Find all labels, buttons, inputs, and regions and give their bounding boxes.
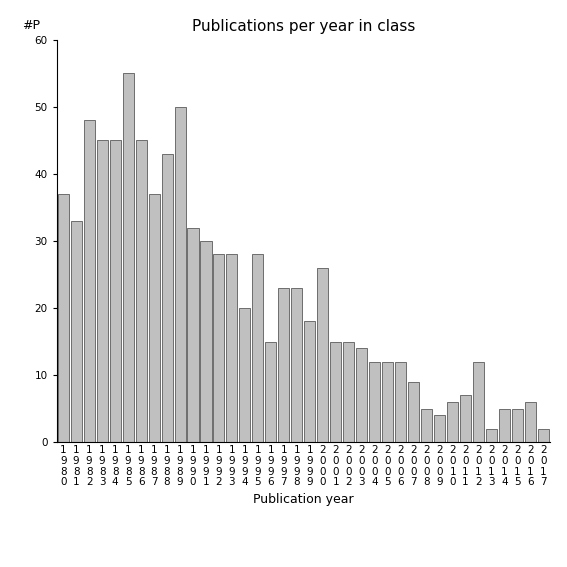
Bar (434, 416, 445, 442)
Bar (304, 321, 315, 442)
Bar (58, 194, 69, 442)
Bar (162, 154, 172, 442)
Bar (343, 341, 354, 442)
Text: #P: #P (22, 19, 40, 32)
Bar (473, 362, 484, 442)
Bar (538, 429, 549, 442)
Bar (318, 268, 328, 442)
Bar (71, 221, 82, 442)
Bar (291, 288, 302, 442)
Bar (136, 141, 147, 442)
Bar (447, 402, 458, 442)
Bar (460, 395, 471, 442)
Bar (201, 241, 211, 442)
Bar (175, 107, 185, 442)
Bar (84, 120, 95, 442)
Bar (525, 402, 536, 442)
Bar (96, 141, 108, 442)
Bar (149, 194, 159, 442)
Bar (226, 255, 238, 442)
Bar (278, 288, 289, 442)
Bar (486, 429, 497, 442)
Bar (122, 73, 134, 442)
Bar (499, 409, 510, 442)
Bar (395, 362, 406, 442)
Bar (369, 362, 380, 442)
Bar (252, 255, 264, 442)
Bar (382, 362, 393, 442)
Bar (331, 341, 341, 442)
Bar (512, 409, 523, 442)
Bar (188, 227, 198, 442)
Bar (356, 348, 367, 442)
Title: Publications per year in class: Publications per year in class (192, 19, 415, 35)
Bar (109, 141, 121, 442)
Bar (213, 255, 225, 442)
X-axis label: Publication year: Publication year (253, 493, 354, 506)
Bar (265, 341, 276, 442)
Bar (239, 308, 251, 442)
Bar (421, 409, 432, 442)
Bar (408, 382, 419, 442)
